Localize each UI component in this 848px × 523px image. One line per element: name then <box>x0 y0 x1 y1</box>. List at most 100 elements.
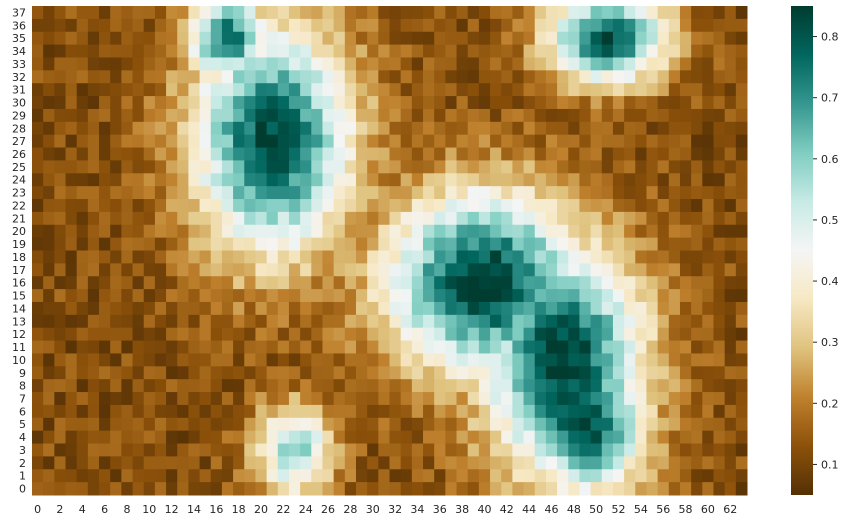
heatmap-cell <box>490 263 502 277</box>
heatmap-cell <box>355 469 368 483</box>
heatmap-cell <box>76 443 89 457</box>
heatmap-cell <box>277 443 290 457</box>
heatmap-cell <box>590 18 603 33</box>
heatmap-cell <box>579 70 592 84</box>
heatmap-cell <box>568 301 580 316</box>
heatmap-cell <box>154 211 167 226</box>
heatmap-cell <box>355 96 368 110</box>
heatmap-cell <box>713 417 726 432</box>
heatmap-cell <box>590 57 603 71</box>
heatmap-cell <box>579 404 592 419</box>
heatmap-cell <box>277 57 290 71</box>
heatmap-cell <box>121 160 134 174</box>
heatmap-cell <box>389 443 402 457</box>
heatmap-cell <box>590 96 603 110</box>
heatmap-cell <box>512 327 525 342</box>
heatmap-cell <box>143 443 156 457</box>
heatmap-cell <box>210 173 223 187</box>
heatmap-cell <box>657 430 670 445</box>
heatmap-cell <box>277 44 290 58</box>
heatmap-cell <box>545 18 558 33</box>
heatmap-cell <box>266 379 279 393</box>
heatmap-cell <box>154 276 167 290</box>
heatmap-cell <box>300 160 312 174</box>
heatmap-cell <box>646 83 659 97</box>
heatmap-cell <box>378 18 390 33</box>
heatmap-cell <box>65 237 78 251</box>
heatmap-cell <box>210 57 223 71</box>
heatmap-cell <box>478 18 491 33</box>
heatmap-cell <box>87 314 100 329</box>
heatmap-cell <box>65 31 78 46</box>
heatmap-cell <box>367 70 379 84</box>
heatmap-cell <box>199 340 212 354</box>
heatmap-cell <box>344 250 357 264</box>
heatmap-cell <box>568 224 580 239</box>
heatmap-cell <box>601 289 614 303</box>
heatmap-cell <box>99 199 111 213</box>
heatmap-cell <box>221 199 234 213</box>
heatmap-cell <box>87 237 100 251</box>
heatmap-cell <box>534 250 547 264</box>
heatmap-cell <box>132 134 145 149</box>
heatmap-cell <box>300 482 312 496</box>
heatmap-cell <box>99 108 111 123</box>
heatmap-cell <box>612 404 625 419</box>
heatmap-cell <box>668 173 681 187</box>
heatmap-cell <box>99 6 111 20</box>
heatmap-cell <box>523 276 536 290</box>
y-tick-label: 10 <box>12 354 26 367</box>
heatmap-cell <box>434 83 446 97</box>
heatmap-cell <box>646 379 659 393</box>
heatmap-cell <box>501 443 513 457</box>
heatmap-cell <box>367 276 379 290</box>
heatmap-cell <box>545 469 558 483</box>
heatmap-cell <box>512 314 525 329</box>
heatmap-cell <box>333 18 346 33</box>
heatmap-cell <box>735 83 748 97</box>
heatmap-cell <box>210 211 223 226</box>
y-tick-label: 15 <box>12 290 26 303</box>
heatmap-cell <box>668 186 681 200</box>
x-tick-label: 16 <box>209 503 223 516</box>
heatmap-cell <box>668 134 681 149</box>
heatmap-cell <box>322 301 335 316</box>
heatmap-cell <box>445 83 458 97</box>
heatmap-cell <box>612 430 625 445</box>
heatmap-cell <box>456 160 469 174</box>
heatmap-cell <box>99 443 111 457</box>
heatmap-cell <box>99 327 111 342</box>
heatmap-cell <box>221 211 234 226</box>
heatmap-cell <box>76 366 89 380</box>
heatmap-cell <box>32 276 44 290</box>
heatmap-cell <box>266 6 279 20</box>
heatmap-cell <box>534 83 547 97</box>
heatmap-cell <box>557 70 569 84</box>
heatmap-cell <box>221 237 234 251</box>
heatmap-cell <box>400 147 413 161</box>
heatmap-cell <box>199 147 212 161</box>
heatmap-cell <box>512 6 525 20</box>
heatmap-cell <box>121 237 134 251</box>
heatmap-cell <box>691 18 703 33</box>
heatmap-cell <box>523 314 536 329</box>
heatmap-cell <box>735 96 748 110</box>
y-tick-label: 37 <box>12 6 26 19</box>
heatmap-cell <box>99 173 111 187</box>
heatmap-cell <box>355 327 368 342</box>
heatmap-cell <box>76 289 89 303</box>
heatmap-cell <box>724 160 737 174</box>
heatmap-cell <box>300 186 312 200</box>
heatmap-cell <box>568 186 580 200</box>
heatmap-cell <box>445 160 458 174</box>
heatmap-cell <box>76 379 89 393</box>
heatmap-cell <box>523 83 536 97</box>
heatmap-cell <box>54 456 67 470</box>
heatmap-cell <box>490 199 502 213</box>
heatmap-cell <box>724 70 737 84</box>
heatmap-cell <box>110 456 122 470</box>
heatmap-cell <box>501 340 513 354</box>
heatmap-cell <box>411 31 424 46</box>
heatmap-cell <box>177 289 189 303</box>
heatmap-cell <box>233 417 245 432</box>
